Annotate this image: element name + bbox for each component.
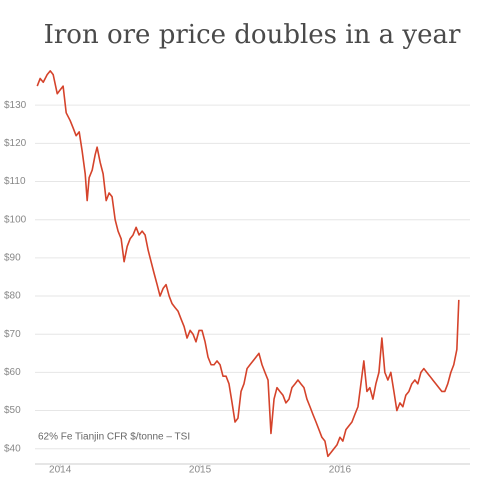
x-tick-label: 2015 (189, 465, 212, 476)
y-tick-label: $100 (4, 214, 27, 225)
y-tick-label: $60 (4, 367, 21, 378)
x-tick-label: 2014 (49, 465, 72, 476)
y-tick-label: $50 (4, 405, 21, 416)
y-tick-label: $120 (4, 138, 27, 149)
chart-title: Iron ore price doubles in a year (44, 20, 461, 50)
source-note: 62% Fe Tianjin CFR $/tonne – TSI (38, 432, 190, 443)
x-tick-label: 2016 (329, 465, 352, 476)
y-tick-label: $40 (4, 443, 21, 454)
y-tick-label: $90 (4, 253, 21, 264)
price-line (36, 70, 460, 458)
y-tick-label: $110 (4, 176, 26, 187)
y-tick-label: $70 (4, 329, 21, 340)
y-tick-label: $130 (4, 100, 27, 111)
y-tick-label: $80 (4, 291, 21, 302)
